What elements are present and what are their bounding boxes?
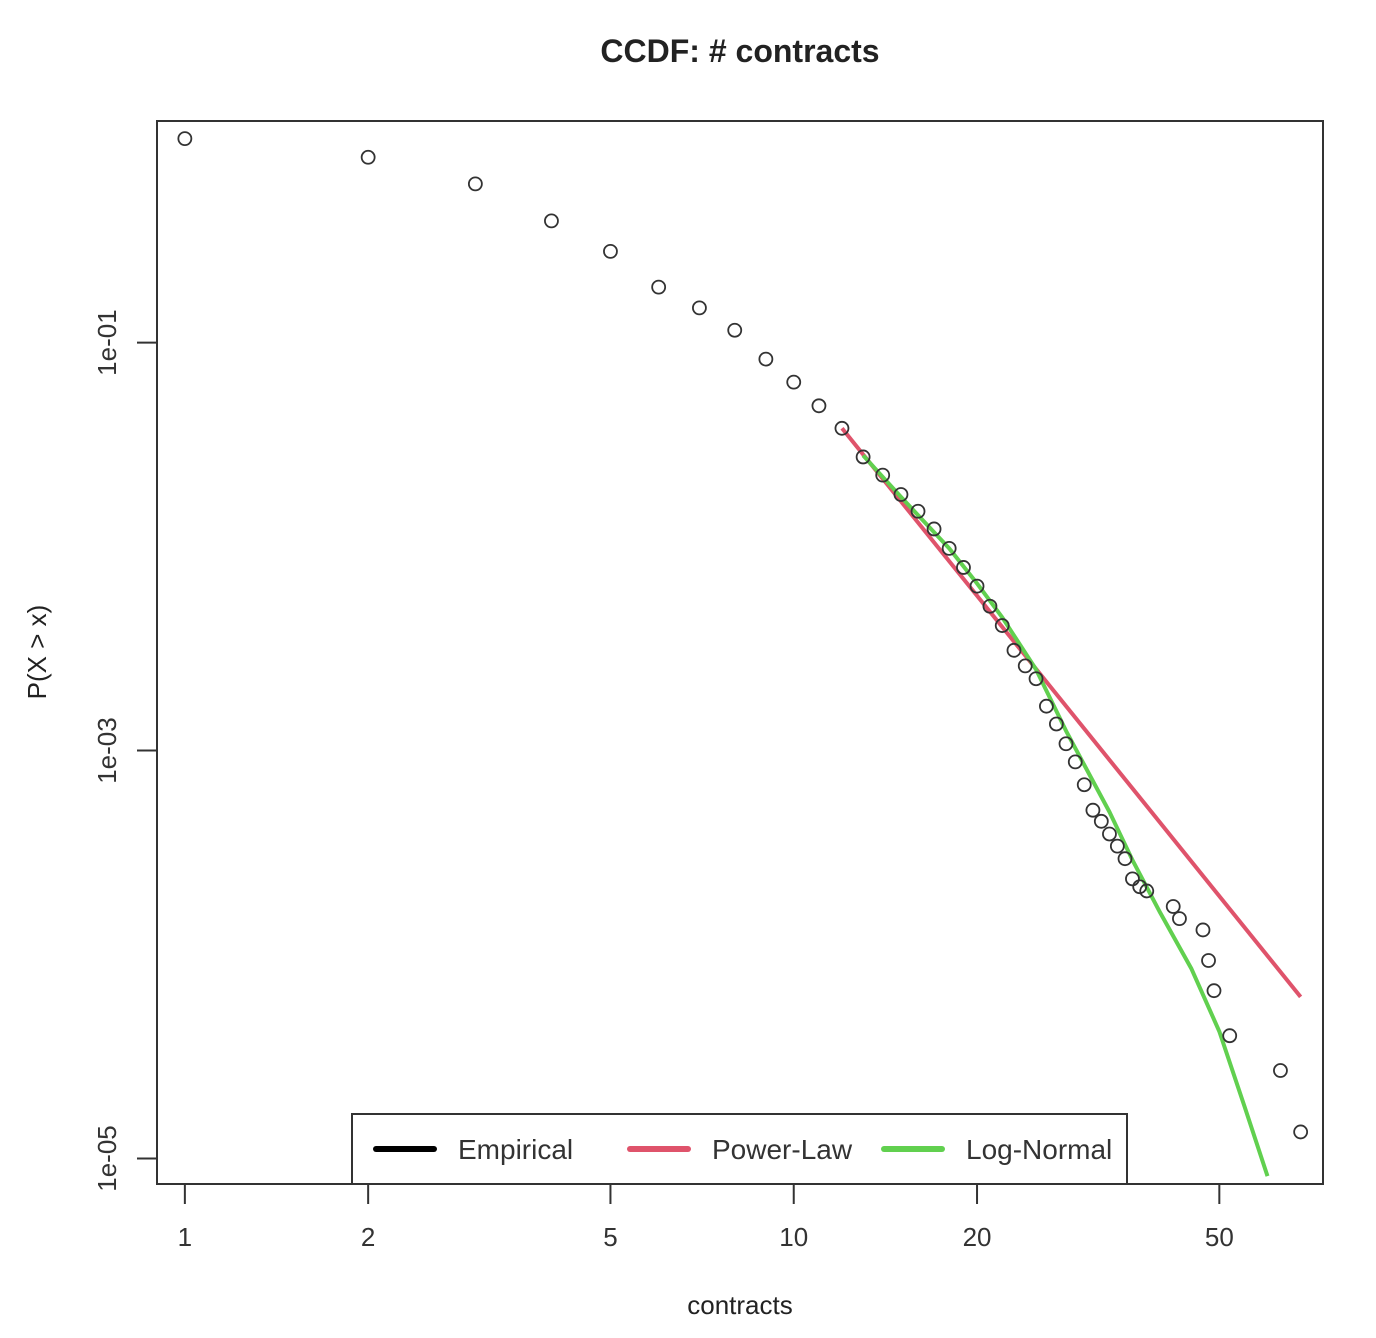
y-tick-label: 1e-03 bbox=[92, 717, 122, 784]
data-point bbox=[1201, 953, 1216, 968]
x-tick-label: 5 bbox=[603, 1222, 617, 1252]
data-point bbox=[1017, 658, 1033, 674]
data-point bbox=[1048, 716, 1064, 732]
data-point bbox=[467, 176, 483, 192]
x-axis-label: contracts bbox=[687, 1290, 793, 1320]
data-point bbox=[1139, 883, 1155, 899]
data-point bbox=[1102, 826, 1117, 842]
data-point bbox=[727, 322, 743, 338]
chart-title: CCDF: # contracts bbox=[600, 33, 879, 69]
data-point bbox=[1195, 922, 1211, 938]
data-point bbox=[651, 279, 667, 295]
data-point bbox=[1293, 1124, 1309, 1140]
data-point bbox=[1028, 671, 1044, 687]
data-point bbox=[1206, 983, 1222, 999]
legend-box bbox=[351, 1113, 1128, 1185]
y-tick-label: 1e-05 bbox=[92, 1125, 122, 1192]
legend-label-log-normal: Log-Normal bbox=[966, 1134, 1112, 1165]
x-tick-label: 1 bbox=[178, 1222, 192, 1252]
plot-frame bbox=[156, 120, 1324, 1185]
log-normal-line bbox=[861, 454, 1270, 1177]
data-point bbox=[177, 131, 193, 147]
data-point bbox=[982, 598, 998, 614]
data-point bbox=[758, 351, 774, 367]
data-point bbox=[893, 487, 909, 502]
x-axis: 1 2 5 10 20 50 bbox=[178, 1183, 1234, 1252]
x-tick-label: 50 bbox=[1205, 1222, 1234, 1252]
data-point bbox=[1093, 813, 1109, 829]
data-point bbox=[994, 618, 1010, 633]
y-axis: 1e-01 1e-03 1e-05 bbox=[92, 309, 158, 1192]
data-point bbox=[1085, 802, 1101, 818]
data-point bbox=[786, 374, 802, 390]
data-point bbox=[1058, 736, 1074, 752]
x-tick-label: 2 bbox=[361, 1222, 375, 1252]
data-point bbox=[544, 213, 559, 229]
power-law-line bbox=[840, 427, 1303, 999]
data-point bbox=[603, 243, 618, 259]
data-point bbox=[956, 560, 971, 575]
data-point bbox=[1109, 838, 1125, 854]
data-point bbox=[941, 540, 957, 556]
fit-lines bbox=[840, 427, 1303, 1177]
x-tick-label: 10 bbox=[779, 1222, 808, 1252]
legend: Empirical Power-Law Log-Normal bbox=[351, 1113, 1128, 1185]
data-point bbox=[1039, 698, 1054, 714]
data-point bbox=[834, 420, 850, 436]
data-point bbox=[1273, 1063, 1288, 1078]
data-point bbox=[1172, 911, 1187, 927]
data-point bbox=[360, 149, 376, 165]
data-point bbox=[875, 467, 891, 483]
data-point bbox=[969, 578, 985, 594]
y-axis-label: P(X > x) bbox=[22, 605, 52, 700]
data-point bbox=[1132, 879, 1148, 895]
data-point bbox=[1165, 899, 1181, 914]
data-point bbox=[1006, 642, 1022, 658]
data-point bbox=[1117, 851, 1133, 867]
empirical-points bbox=[177, 131, 1309, 1140]
y-tick-label: 1e-01 bbox=[92, 309, 122, 376]
x-tick-label: 20 bbox=[963, 1222, 992, 1252]
data-point bbox=[1076, 777, 1092, 793]
data-point bbox=[855, 449, 871, 465]
data-point bbox=[1125, 871, 1140, 887]
data-point bbox=[926, 521, 942, 537]
data-point bbox=[1067, 754, 1083, 770]
data-point bbox=[692, 300, 707, 316]
legend-label-power-law: Power-Law bbox=[712, 1134, 853, 1165]
legend-label-empirical: Empirical bbox=[458, 1134, 573, 1165]
data-point bbox=[1222, 1028, 1238, 1044]
data-point bbox=[811, 398, 827, 414]
data-point bbox=[910, 503, 926, 519]
